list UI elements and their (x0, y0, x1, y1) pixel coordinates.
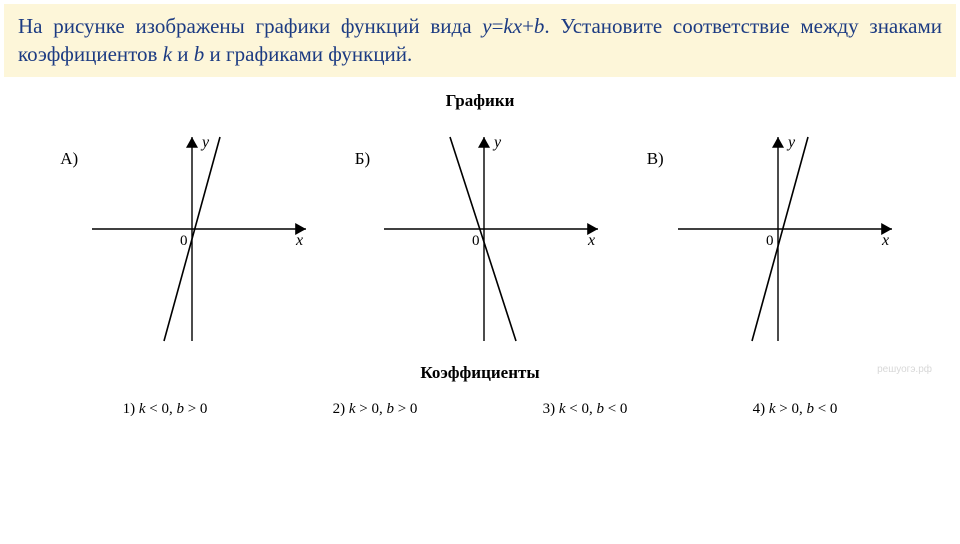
svg-text:0: 0 (472, 233, 480, 249)
graph-svg: x y 0 (84, 129, 314, 349)
coeffs-row: 1) k < 0, b > 0 2) k > 0, b > 0 3) k < 0, … (0, 401, 960, 418)
svg-text:y: y (786, 134, 796, 151)
coeff-item-0: 1) k < 0, b > 0 (123, 401, 208, 418)
coeff-item-2: 3) k < 0, b < 0 (543, 401, 628, 418)
svg-text:0: 0 (766, 233, 774, 249)
graphs-row: А) x y 0 Б) x y 0 В) x y 0 (0, 129, 960, 349)
svg-text:y: y (492, 134, 502, 151)
graph-label: В) (647, 149, 664, 169)
graph-svg: x y 0 (376, 129, 606, 349)
svg-text:x: x (881, 232, 889, 249)
graph-block-0: А) x y 0 (60, 129, 314, 349)
coeffs-section-title: Коэффициенты (0, 363, 960, 383)
graph-label: А) (60, 149, 78, 169)
graphs-section-title: Графики (0, 91, 960, 111)
problem-text: На рисунке изображены графики функций ви… (18, 12, 942, 69)
svg-text:x: x (587, 232, 595, 249)
graph-block-2: В) x y 0 (647, 129, 900, 349)
coeff-item-3: 4) k > 0, b < 0 (753, 401, 838, 418)
watermark: решуогэ.рф (877, 364, 932, 375)
svg-text:y: y (200, 134, 210, 151)
graph-block-1: Б) x y 0 (355, 129, 606, 349)
graph-svg: x y 0 (670, 129, 900, 349)
coeff-item-1: 2) k > 0, b > 0 (333, 401, 418, 418)
graph-label: Б) (355, 149, 370, 169)
svg-text:0: 0 (180, 233, 188, 249)
problem-header: На рисунке изображены графики функций ви… (4, 4, 956, 77)
svg-text:x: x (295, 232, 303, 249)
